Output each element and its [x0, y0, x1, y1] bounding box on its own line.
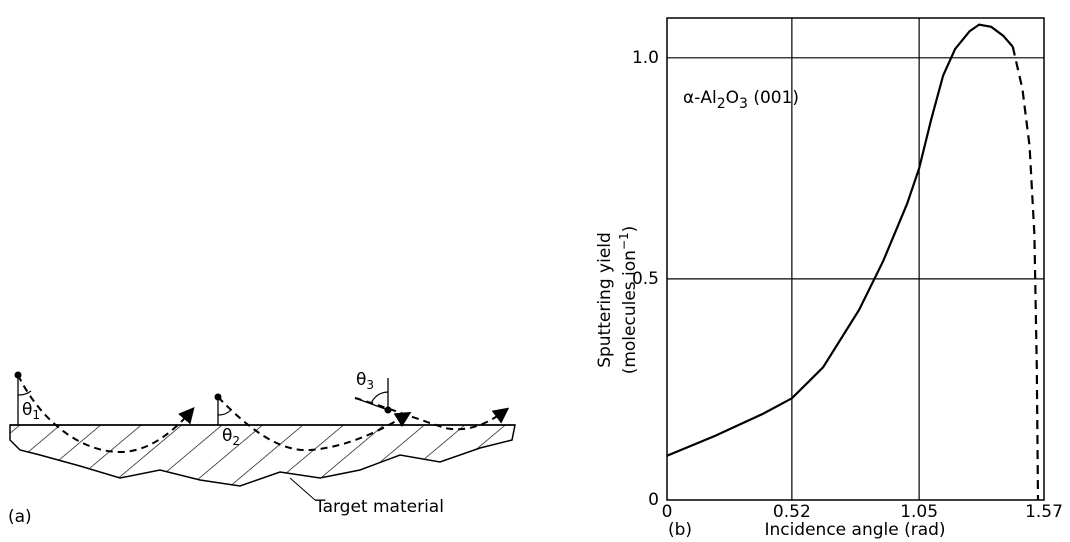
leader	[290, 478, 315, 500]
y-axis-label: (molecules ion−1)	[617, 226, 641, 375]
x-tick-label: 0	[662, 502, 673, 522]
x-tick-label: 1.57	[1025, 502, 1063, 522]
target-label: Target material	[314, 497, 444, 517]
y-tick-label: 0	[648, 490, 659, 510]
chart: α-Al2O3 (001) Sputtering yield (molecule…	[595, 18, 1063, 540]
target-material	[10, 425, 515, 486]
angle-arc	[18, 391, 31, 395]
panel-label: (b)	[668, 520, 692, 540]
angle-arc	[218, 410, 231, 415]
y-tick-label: 0.5	[632, 269, 659, 289]
series-line	[667, 25, 1013, 456]
angle-label: θ1	[22, 400, 40, 422]
x-tick-label: 0.52	[773, 502, 811, 522]
panel-label: (a)	[8, 507, 32, 527]
angle-label: θ3	[356, 370, 374, 392]
x-tick-label: 1.05	[900, 502, 938, 522]
diagram: θ1 θ2 θ3 Target material (a)	[8, 370, 515, 527]
y-axis-label: Sputtering yield	[595, 232, 615, 368]
annotation: α-Al2O3 (001)	[683, 88, 799, 112]
x-axis-label: Incidence angle (rad)	[764, 520, 945, 540]
y-tick-label: 1.0	[632, 48, 659, 68]
figure: θ1 θ2 θ3 Target material (a) α-Al2O3 (00…	[0, 0, 1070, 542]
angle-arc	[371, 392, 388, 404]
plot-frame	[667, 18, 1044, 500]
series-line	[1013, 47, 1038, 500]
